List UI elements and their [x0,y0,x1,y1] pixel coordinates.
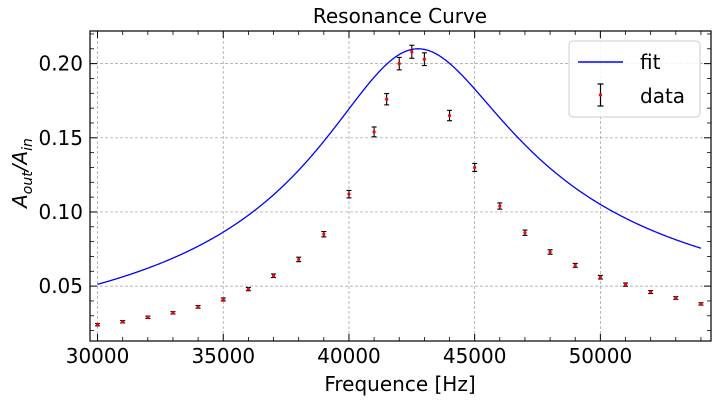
legend-data-label: data [640,84,685,108]
data-marker [473,165,477,170]
data-marker [146,315,150,319]
data-marker [171,311,175,315]
data-marker [246,287,250,291]
legend-box [568,40,701,118]
data-point [547,249,553,255]
data-point [597,274,603,280]
data-point [95,322,101,327]
data-point [522,229,528,236]
fit-curve-layer [97,48,702,285]
data-point [145,315,151,320]
data-point [698,302,704,306]
y-label-slash-a: /A [8,151,32,173]
y-tick-label: 0.20 [38,52,83,76]
data-marker [498,204,502,208]
legend-data-swatch [597,83,604,107]
data-marker [196,305,200,309]
x-tick-labels: 30000 35000 40000 45000 50000 [66,344,632,368]
legend: fit data [568,40,701,118]
y-tick-labels: 0.05 0.10 0.15 0.20 [38,52,83,298]
data-point [220,297,226,302]
x-tick-label: 40000 [317,344,381,368]
data-marker [573,263,577,267]
data-points-layer [95,44,704,327]
data-marker [674,296,678,300]
data-marker [699,302,703,306]
data-marker [523,231,527,235]
chart-title: Resonance Curve [313,4,487,28]
data-point [371,126,377,138]
data-marker [347,192,351,196]
data-point [120,319,126,324]
data-marker [95,323,100,327]
data-point [170,311,176,315]
data-point [648,290,654,295]
data-marker [121,320,125,324]
plot-frame [89,30,712,342]
data-marker [598,275,602,279]
data-point [472,162,478,173]
data-marker [410,50,414,54]
y-label-a-out: A [8,194,32,210]
data-point [572,262,578,268]
data-point [447,109,453,122]
data-point [195,305,201,309]
data-marker [397,62,401,66]
data-marker [385,97,389,101]
data-point [623,282,629,287]
x-axis-label: Frequence [Hz] [324,372,475,396]
y-label-in-subscript: in [20,138,36,151]
data-point [245,286,251,292]
data-marker [221,297,225,302]
data-point [421,52,427,67]
y-tick-label: 0.15 [38,126,83,150]
data-marker [548,250,552,254]
data-point [321,230,327,238]
data-point [409,44,415,59]
data-marker [372,130,376,134]
data-marker [649,290,653,294]
data-marker [322,232,326,236]
data-point [384,93,390,106]
data-point [673,296,679,300]
y-tick-label: 0.10 [38,200,83,224]
x-tick-label: 35000 [191,344,255,368]
x-tick-label: 30000 [66,344,130,368]
y-axis-label: Aout/Ain [8,138,36,210]
data-point [497,202,503,210]
data-point [396,56,402,71]
x-tick-label: 45000 [443,344,507,368]
x-tick-label: 50000 [569,344,633,368]
data-point [346,189,352,199]
fit-curve [97,48,702,285]
data-point [296,256,302,263]
legend-fit-label: fit [640,50,661,74]
tick-marks [90,31,711,341]
y-label-out-subscript: out [20,171,36,194]
data-marker [422,57,426,61]
data-marker [271,274,276,278]
data-marker [623,283,628,287]
data-marker [297,257,301,262]
data-point [271,273,277,279]
y-tick-label: 0.05 [38,274,83,298]
data-marker [447,113,452,118]
